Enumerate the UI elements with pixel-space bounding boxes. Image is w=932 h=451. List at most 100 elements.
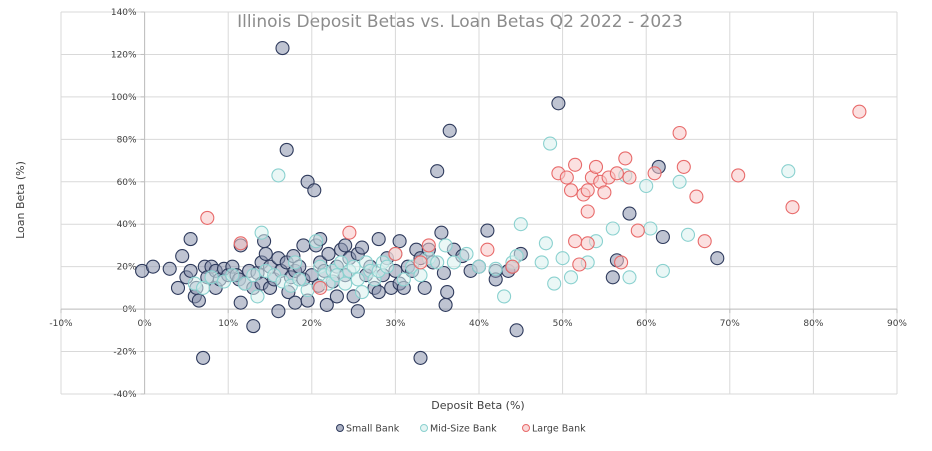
data-point: [680, 227, 696, 242]
x-tick-label: 40%: [469, 319, 489, 329]
data-point: [622, 206, 637, 221]
data-point: [655, 263, 670, 278]
data-point: [440, 285, 455, 300]
x-tick-label: 30%: [385, 319, 405, 329]
data-point: [196, 280, 211, 295]
data-point: [271, 304, 286, 319]
data-point: [191, 293, 206, 308]
data-point: [655, 229, 670, 245]
data-point: [605, 270, 620, 285]
data-point: [497, 289, 512, 304]
data-point: [254, 225, 269, 240]
y-tick-label: 80%: [117, 135, 137, 145]
y-tick-label: 140%: [111, 8, 137, 18]
data-point: [672, 125, 687, 141]
data-point: [580, 236, 595, 251]
data-point: [438, 238, 453, 253]
y-tick-label: 100%: [111, 93, 137, 103]
x-tick-label: 90%: [887, 319, 907, 329]
data-point: [672, 174, 687, 189]
data-point: [250, 289, 265, 304]
data-point: [342, 225, 357, 240]
data-point: [563, 270, 579, 285]
data-point: [334, 255, 349, 270]
data-point: [275, 41, 290, 56]
data-point: [350, 304, 365, 319]
data-point: [413, 268, 428, 283]
data-point: [588, 159, 604, 174]
data-point: [288, 255, 303, 270]
data-point: [162, 261, 177, 276]
legend-label: Large Bank: [532, 424, 586, 435]
data-point: [605, 221, 620, 236]
data-point: [300, 282, 315, 298]
series-mid-size-bank: [187, 136, 796, 304]
data-point: [246, 268, 261, 283]
data-point: [371, 232, 386, 247]
legend-label: Mid-Size Bank: [430, 424, 497, 435]
data-point: [413, 255, 428, 270]
x-tick-label: 50%: [553, 319, 573, 329]
data-point: [175, 249, 190, 264]
data-point: [170, 280, 186, 295]
data-point: [639, 178, 654, 194]
y-axis-title: Loan Beta (%): [14, 161, 27, 239]
x-tick-label: 20%: [302, 319, 322, 329]
data-point: [697, 234, 712, 249]
y-tick-label: -20%: [113, 348, 137, 358]
data-point: [551, 96, 566, 111]
data-point: [547, 276, 562, 291]
data-point: [568, 157, 583, 172]
data-point: [329, 268, 344, 283]
data-point: [421, 238, 436, 253]
data-point: [480, 223, 495, 238]
legend-marker: [420, 424, 428, 432]
data-point: [543, 136, 558, 151]
x-tick-label: 80%: [803, 319, 823, 329]
data-point: [555, 251, 570, 266]
data-point: [538, 236, 553, 251]
data-point: [313, 280, 328, 295]
y-tick-label: 60%: [117, 178, 137, 188]
data-point: [459, 246, 474, 261]
series-small-bank: [135, 41, 725, 365]
data-point: [509, 323, 524, 338]
data-point: [430, 164, 445, 179]
data-point: [258, 246, 273, 261]
legend-marker: [522, 424, 530, 432]
data-point: [781, 164, 796, 179]
data-point: [436, 265, 451, 281]
data-point: [388, 246, 403, 261]
data-points: [135, 41, 867, 365]
data-point: [196, 350, 211, 365]
data-point: [505, 259, 520, 274]
data-point: [630, 223, 645, 238]
data-point: [338, 238, 353, 253]
legend: Small Bank Mid-Size Bank Large Bank: [336, 424, 586, 435]
data-point: [446, 255, 461, 270]
data-point: [442, 123, 457, 138]
x-tick-label: 60%: [636, 319, 656, 329]
data-point: [488, 261, 503, 276]
gridlines: [60, 11, 898, 395]
data-point: [417, 280, 432, 295]
data-point: [785, 200, 800, 215]
data-point: [534, 255, 549, 270]
data-point: [559, 170, 574, 185]
data-point: [319, 297, 334, 312]
data-point: [204, 270, 219, 285]
data-point: [572, 257, 587, 272]
data-point: [246, 319, 261, 334]
data-point: [279, 142, 294, 157]
data-point: [396, 272, 411, 287]
data-point: [233, 236, 248, 251]
data-point: [346, 259, 361, 274]
data-point: [852, 104, 867, 119]
data-point: [618, 151, 633, 166]
data-point: [292, 272, 307, 287]
data-point: [622, 170, 637, 185]
data-point: [647, 166, 662, 181]
data-point: [308, 234, 324, 249]
